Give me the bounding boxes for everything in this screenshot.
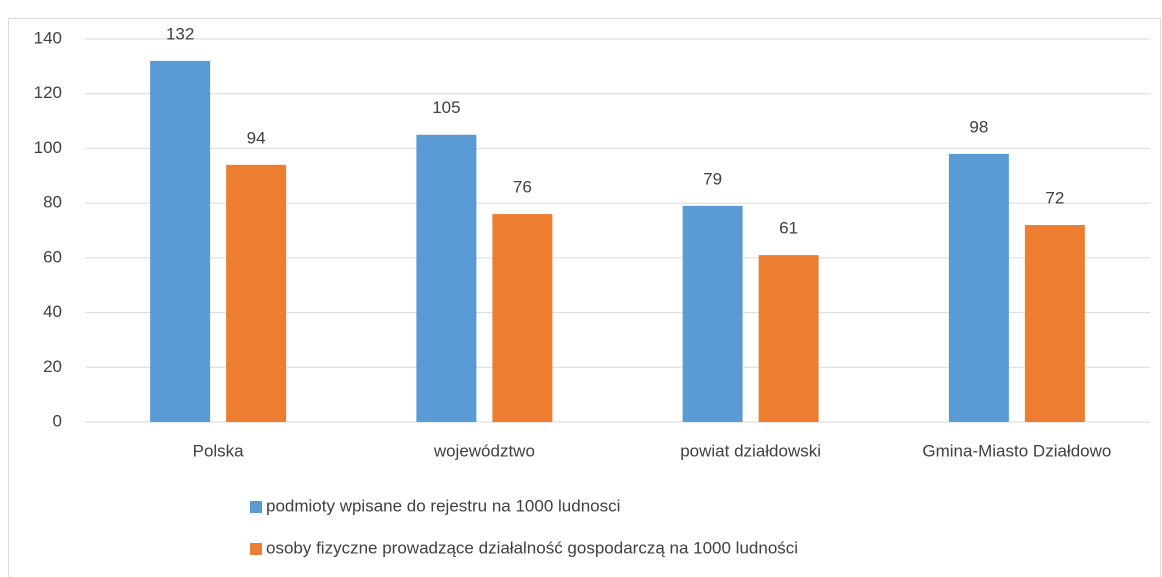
y-tick-label: 40: [43, 302, 62, 321]
x-tick-label: Polska: [193, 441, 245, 460]
data-label: 105: [432, 98, 460, 117]
bar: [226, 164, 287, 423]
bar: [150, 60, 211, 423]
bar: [948, 153, 1009, 422]
data-label: 132: [166, 24, 194, 43]
legend-swatch: [250, 501, 262, 513]
data-label: 79: [703, 169, 722, 188]
bar: [492, 214, 553, 422]
y-tick-label: 20: [43, 357, 62, 376]
legend-label: podmioty wpisane do rejestru na 1000 lud…: [266, 496, 620, 515]
bar: [758, 255, 819, 422]
data-label: 61: [779, 219, 798, 238]
data-label: 76: [513, 178, 532, 197]
bar: [682, 205, 743, 422]
y-tick-label: 120: [34, 83, 62, 102]
y-tick-label: 80: [43, 193, 62, 212]
legend-label: osoby fizyczne prowadzące działalność go…: [266, 538, 798, 557]
bar: [416, 134, 477, 422]
x-tick-label: powiat działdowski: [680, 441, 821, 460]
y-tick-label: 100: [34, 138, 62, 157]
legend-swatch: [250, 543, 262, 555]
y-tick-label: 60: [43, 247, 62, 266]
y-tick-label: 140: [34, 28, 62, 47]
data-label: 72: [1045, 189, 1064, 208]
x-tick-label: województwo: [433, 441, 535, 460]
x-tick-label: Gmina-Miasto Działdowo: [922, 441, 1111, 460]
bar: [1024, 225, 1085, 422]
data-label: 98: [969, 117, 988, 136]
y-tick-label: 0: [53, 411, 62, 430]
data-label: 94: [247, 128, 266, 147]
